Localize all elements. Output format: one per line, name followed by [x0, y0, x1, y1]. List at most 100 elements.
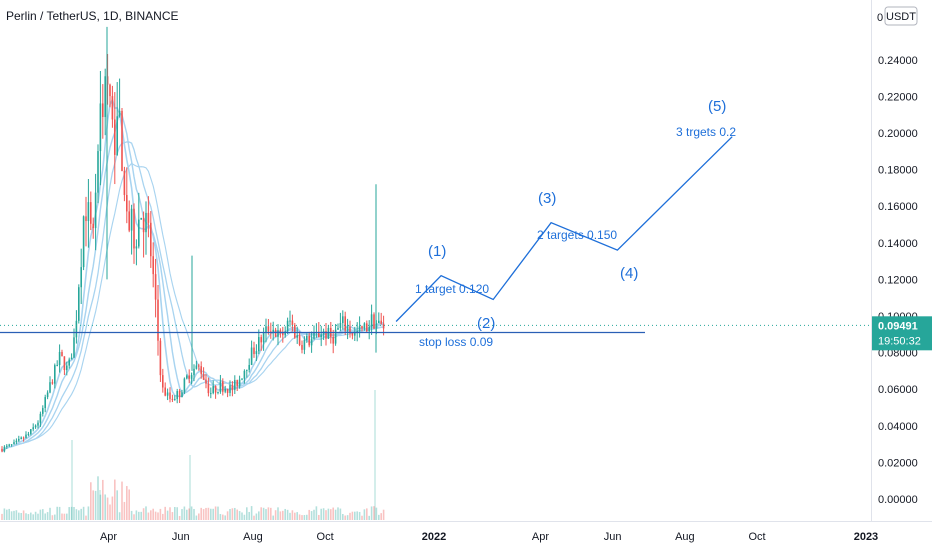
- volume-bar: [150, 510, 152, 520]
- volume-bar: [135, 510, 138, 520]
- volume-bar: [325, 510, 327, 520]
- volume-bar: [97, 476, 99, 520]
- volume-bar: [102, 479, 104, 520]
- volume-bar: [267, 507, 270, 520]
- candle-body: [22, 437, 25, 439]
- candle-body: [123, 170, 126, 195]
- volume-bar: [162, 513, 164, 520]
- candle-body: [82, 216, 85, 268]
- y-tick-label: 0.20000: [878, 128, 918, 140]
- target-2-label: 2 targets 0.150: [537, 228, 617, 242]
- candle-body: [114, 119, 116, 155]
- candle-body: [128, 211, 130, 231]
- time-axis[interactable]: Apr Jun Aug Oct 2022 Apr Jun Aug Oct 2023: [100, 531, 878, 543]
- volume-bar: [375, 507, 378, 520]
- volume-bar: [370, 506, 373, 520]
- volume-bar: [200, 507, 202, 520]
- candle-body: [308, 336, 310, 346]
- volume-bar: [188, 508, 190, 520]
- candle-body: [313, 332, 315, 339]
- x-tick-label: Apr: [532, 531, 549, 543]
- candle-body: [327, 327, 330, 339]
- volume-bar: [49, 507, 51, 520]
- volume-bar: [22, 510, 25, 520]
- volume-bar: [183, 506, 186, 520]
- candle-body: [373, 314, 375, 329]
- volume-bar: [258, 511, 260, 520]
- y-tick-label: 0.16000: [878, 201, 918, 213]
- volume-bar: [382, 509, 385, 520]
- candle-body: [32, 427, 34, 430]
- volume-bar: [255, 513, 258, 520]
- volume-bar: [58, 506, 61, 520]
- volume-bar: [202, 509, 205, 520]
- top-tick-fragment: 0: [877, 12, 883, 24]
- candle-body: [166, 392, 169, 396]
- candle-body: [75, 320, 78, 338]
- price-axis[interactable]: 0.24000 0.22000 0.20000 0.18000 0.16000 0.140…: [878, 55, 918, 506]
- candle-body: [78, 287, 80, 321]
- volume-bar: [171, 512, 174, 520]
- moving-average-line: [1, 141, 384, 452]
- volume-bar: [219, 514, 222, 520]
- volume-bar: [339, 508, 342, 520]
- volume-bar: [27, 514, 30, 520]
- candle-body: [289, 320, 291, 322]
- volume-bar: [61, 513, 63, 520]
- volume-bar: [301, 515, 303, 520]
- candlesticks: [1, 26, 385, 453]
- chart-divider-right: [871, 0, 872, 521]
- candle-body: [320, 334, 322, 338]
- volume-bar: [63, 513, 66, 520]
- candle-body: [241, 378, 243, 380]
- volume-bar: [142, 508, 145, 520]
- candle-body: [181, 392, 183, 398]
- volume-bar: [212, 508, 214, 520]
- volume-bar: [71, 440, 73, 520]
- volume-bar: [37, 513, 39, 520]
- volume-bar: [20, 513, 22, 520]
- candle-body: [99, 103, 102, 152]
- volume-bar: [226, 511, 229, 520]
- candle-body: [260, 337, 262, 343]
- volume-bar: [193, 508, 195, 520]
- currency-label: USDT: [886, 11, 916, 23]
- currency-button[interactable]: USDT: [884, 6, 918, 26]
- volume-bar: [366, 508, 368, 520]
- volume-bar: [332, 507, 334, 520]
- volume-bar: [322, 508, 325, 520]
- candle-body: [188, 375, 190, 379]
- wave-label-5: (5): [708, 98, 726, 115]
- candle-body: [46, 392, 49, 398]
- candle-body: [262, 332, 265, 343]
- volume-bar: [222, 514, 224, 520]
- volume-bar: [303, 515, 306, 520]
- volume-bar: [334, 509, 337, 520]
- candle-body: [8, 444, 10, 446]
- candle-body: [87, 202, 90, 222]
- elliott-wave-projection[interactable]: [395, 136, 733, 322]
- volume-bar: [327, 508, 330, 520]
- candle-body: [318, 331, 320, 338]
- candle-body: [337, 328, 339, 330]
- moving-average-line: [1, 111, 384, 452]
- volume-bar: [133, 514, 135, 520]
- volume-bar: [82, 506, 85, 520]
- candle-body: [54, 365, 56, 384]
- volume-bar: [186, 509, 188, 520]
- candle-body: [140, 217, 142, 220]
- volume-bar: [246, 507, 248, 520]
- volume-bar: [243, 514, 246, 520]
- candle-body: [219, 381, 222, 392]
- candle-body: [6, 445, 8, 447]
- candle-body: [1, 448, 3, 452]
- volume-bar: [66, 513, 68, 520]
- candle-body: [66, 365, 68, 371]
- candle-body: [214, 386, 217, 393]
- candle-body: [265, 326, 267, 333]
- candle-body: [183, 378, 186, 393]
- candle-body: [342, 316, 344, 324]
- volume-bar: [363, 509, 366, 520]
- candle-body: [85, 216, 87, 222]
